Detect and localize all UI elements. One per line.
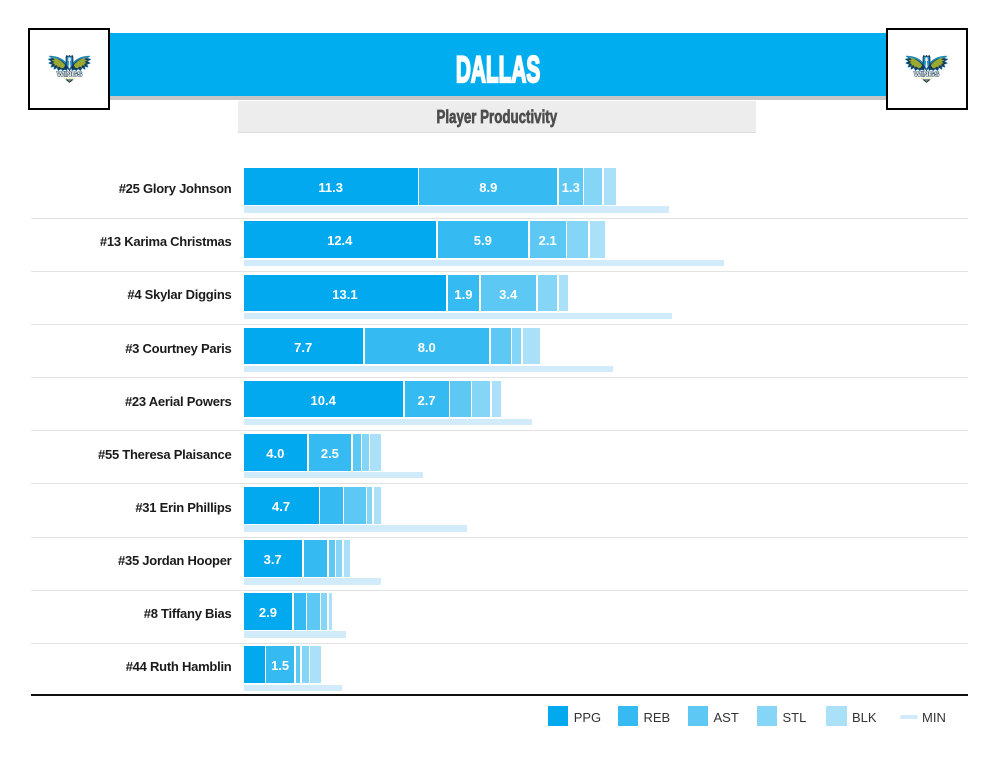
svg-text:WINGS: WINGS xyxy=(56,70,81,79)
svg-text:DALLAS: DALLAS xyxy=(921,77,933,80)
svg-text:WINGS: WINGS xyxy=(914,70,939,79)
svg-text:DALLAS: DALLAS xyxy=(63,77,75,80)
